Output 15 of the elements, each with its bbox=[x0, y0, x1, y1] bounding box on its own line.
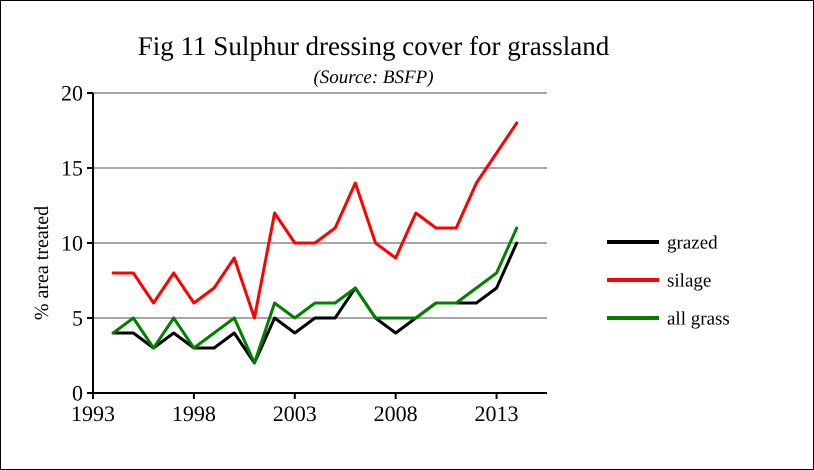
y-tick-label: 20 bbox=[61, 80, 83, 106]
legend-label: silage bbox=[667, 270, 712, 292]
chart-title: Fig 11 Sulphur dressing cover for grassland bbox=[138, 31, 610, 61]
chart-subtitle: (Source: BSFP) bbox=[313, 67, 434, 88]
legend-label: all grass bbox=[667, 308, 730, 330]
y-tick-label: 10 bbox=[61, 230, 83, 256]
x-tick-label: 2003 bbox=[272, 401, 317, 426]
line-series bbox=[112, 122, 518, 320]
y-tick-label: 5 bbox=[72, 306, 83, 331]
y-tick-label: 15 bbox=[61, 156, 83, 181]
legend-label: grazed bbox=[667, 232, 718, 254]
x-tick-label: 2008 bbox=[374, 401, 418, 426]
y-axis-title: % area treated bbox=[31, 206, 53, 320]
x-tick-label: 2013 bbox=[474, 401, 519, 426]
x-tick-label: 1998 bbox=[172, 401, 216, 426]
